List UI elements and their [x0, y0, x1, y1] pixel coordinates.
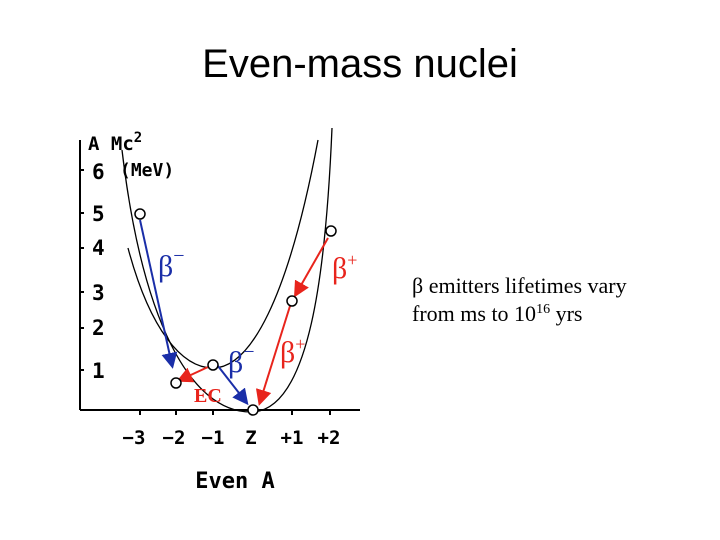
nuclide-marker: [286, 295, 298, 307]
y-tick-label: 5: [92, 202, 105, 226]
lifetime-note-line-1: β emitters lifetimes vary: [412, 273, 627, 298]
x-tick-label: −3: [123, 427, 146, 449]
nuclide-marker: [247, 404, 259, 416]
y-ticks: 6 5 4 3 2 1: [80, 160, 105, 383]
nuclide-marker: [325, 225, 337, 237]
x-tick-label: −1: [202, 427, 225, 449]
y-tick-label: 3: [92, 281, 105, 305]
lifetime-note: β emitters lifetimes vary from ms to 101…: [412, 272, 712, 328]
beta-minus-label-1: β−: [158, 245, 185, 283]
x-ticks: −3 −2 −1 Z +1 +2: [123, 410, 341, 449]
nuclide-marker: [170, 377, 182, 389]
y-axis-unit: (MeV): [120, 160, 174, 181]
y-tick-label: 6: [92, 160, 105, 184]
beta-plus-arrow-2: [255, 305, 291, 406]
ec-label: EC: [194, 385, 222, 407]
x-axis-label: Even A: [195, 469, 274, 494]
x-tick-label: Z: [245, 427, 256, 449]
nuclide-marker: [134, 208, 146, 220]
mass-parabola-diagram: A Mc2 (MeV) 6 5 4 3 2 1 −3 −2 −1 Z +1 +2…: [79, 127, 360, 494]
beta-minus-arrow-2: [217, 365, 249, 406]
slide-title: Even-mass nuclei: [202, 42, 518, 86]
beta-minus-label-2: β−: [228, 341, 255, 379]
y-tick-label: 2: [92, 316, 105, 340]
nuclide-markers: [134, 208, 337, 416]
y-axis-label: A Mc2: [88, 130, 142, 155]
y-tick-label: 4: [92, 236, 105, 260]
y-tick-label: 1: [92, 359, 105, 383]
lifetime-note-line-2: from ms to 1016 yrs: [412, 301, 583, 326]
ec-arrow: [176, 366, 209, 383]
nuclide-marker: [207, 359, 219, 371]
beta-minus-arrow-1: [139, 219, 178, 369]
x-tick-label: +1: [281, 427, 304, 449]
x-tick-label: +2: [318, 427, 341, 449]
x-tick-label: −2: [163, 427, 186, 449]
beta-plus-label-1: β+: [332, 250, 357, 285]
beta-plus-arrow-1: [294, 237, 329, 298]
beta-plus-label-2: β+: [280, 334, 305, 369]
